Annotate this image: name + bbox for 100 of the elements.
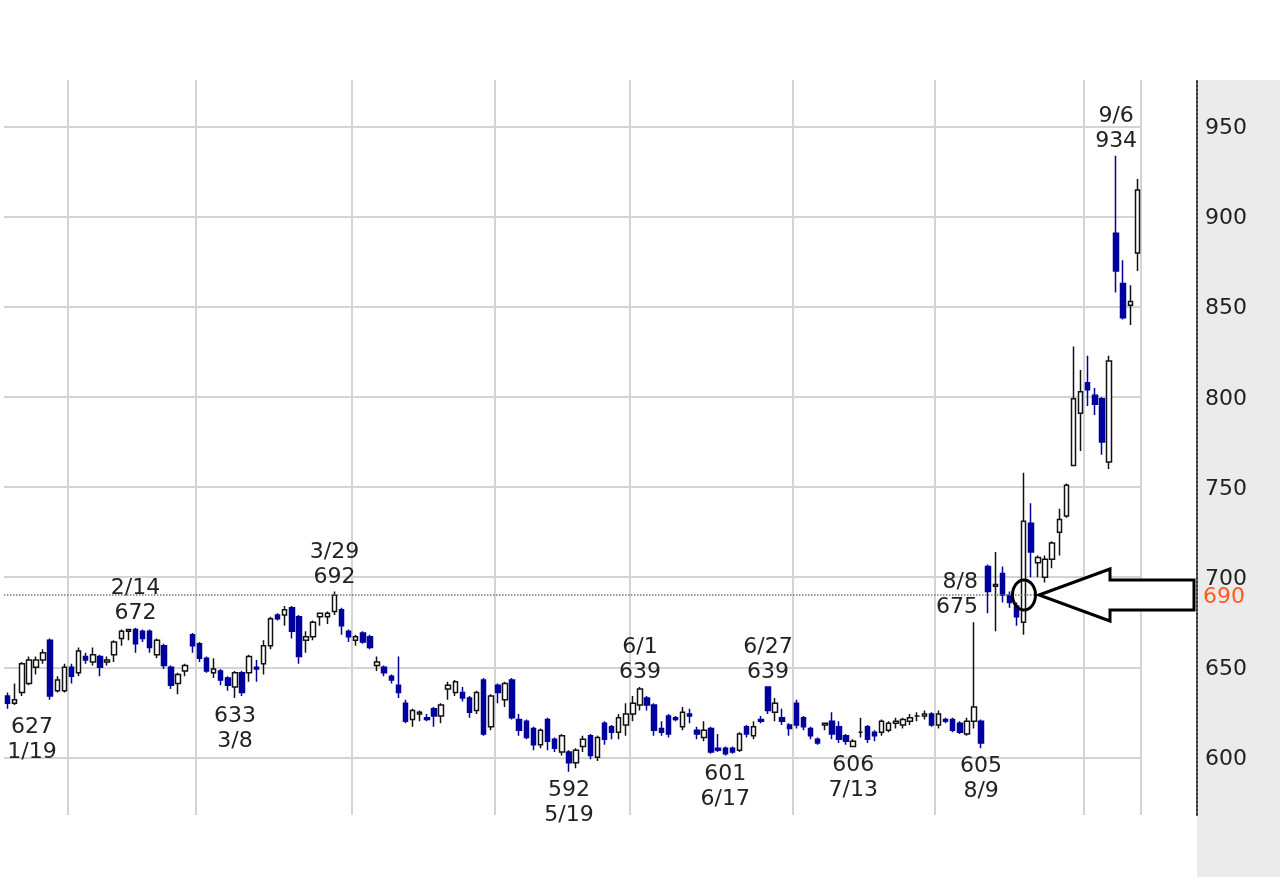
candlestick bbox=[1063, 482, 1070, 519]
candlestick bbox=[466, 695, 473, 719]
candlestick bbox=[146, 628, 153, 654]
candlestick bbox=[1077, 369, 1084, 452]
candlestick bbox=[324, 610, 331, 625]
candlestick bbox=[480, 677, 487, 737]
candlestick bbox=[281, 605, 288, 627]
candlestick bbox=[949, 716, 956, 733]
candlestick bbox=[913, 711, 921, 723]
candlestick bbox=[786, 722, 793, 737]
candlestick bbox=[388, 673, 395, 685]
candlestick bbox=[501, 680, 509, 708]
candlestick bbox=[743, 724, 750, 739]
annotation: 627 1/19 bbox=[7, 712, 57, 763]
candlestick bbox=[238, 670, 246, 697]
candlestick bbox=[984, 563, 992, 614]
candlestick bbox=[572, 747, 580, 769]
candlestick bbox=[444, 680, 452, 701]
candlestick bbox=[153, 637, 161, 660]
candlestick bbox=[89, 646, 97, 667]
candlestick bbox=[594, 734, 601, 762]
annotation: 605 8/9 bbox=[960, 752, 1003, 803]
candlestick bbox=[174, 671, 182, 696]
candlestick bbox=[82, 652, 89, 665]
candlestick bbox=[437, 702, 445, 724]
candlestick bbox=[750, 720, 757, 741]
candlestick bbox=[1070, 345, 1077, 467]
candlestick bbox=[693, 725, 701, 741]
candlestick bbox=[459, 686, 466, 703]
candlestick bbox=[125, 628, 132, 642]
candlestick bbox=[587, 733, 594, 760]
candlestick bbox=[551, 736, 558, 753]
candlestick bbox=[217, 668, 224, 687]
candlestick bbox=[1134, 178, 1141, 272]
annotation: 6/27 639 bbox=[743, 633, 793, 684]
annotation: 592 5/19 bbox=[544, 775, 594, 826]
candlestick bbox=[1084, 354, 1091, 407]
candlestick bbox=[515, 713, 523, 737]
y-tick-label: 750 bbox=[1205, 474, 1247, 500]
candlestick bbox=[54, 675, 61, 694]
annotation: 2/14 672 bbox=[110, 573, 161, 624]
candlestick bbox=[793, 698, 800, 730]
candlestick bbox=[579, 734, 587, 753]
candlestick bbox=[544, 716, 551, 751]
candlestick bbox=[4, 691, 11, 710]
candlestick bbox=[1127, 284, 1134, 326]
candlestick bbox=[956, 720, 964, 735]
candlestick bbox=[11, 682, 18, 706]
candlestick bbox=[487, 693, 495, 732]
candlestick bbox=[231, 670, 239, 699]
candlestick bbox=[338, 607, 345, 636]
candlestick bbox=[416, 709, 423, 723]
candlestick bbox=[771, 697, 779, 723]
candlestick bbox=[274, 612, 281, 622]
candlestick bbox=[160, 643, 168, 670]
candlestick bbox=[203, 655, 210, 674]
candlestick bbox=[196, 641, 203, 663]
candlestick bbox=[928, 711, 935, 728]
candlestick bbox=[352, 634, 359, 647]
candlestick bbox=[658, 720, 665, 737]
annotation: 601 6/17 bbox=[700, 759, 750, 810]
y-tick-label: 950 bbox=[1205, 114, 1247, 140]
y-tick-label: 650 bbox=[1205, 654, 1247, 680]
annotation: 9/6 934 bbox=[1095, 101, 1138, 152]
candlestick bbox=[409, 707, 416, 728]
candlestick bbox=[189, 632, 196, 654]
candlestick bbox=[757, 715, 765, 724]
candlestick bbox=[430, 706, 438, 728]
candlestick bbox=[423, 713, 431, 723]
candlestick bbox=[722, 745, 729, 757]
candlestick bbox=[729, 745, 736, 755]
candlestick bbox=[601, 720, 608, 746]
candlestick bbox=[316, 612, 324, 627]
candlestick bbox=[267, 616, 274, 651]
candlestick bbox=[864, 724, 871, 744]
candlestick bbox=[118, 628, 125, 647]
candlestick bbox=[345, 628, 352, 643]
candlestick bbox=[1119, 259, 1127, 321]
candlestick bbox=[508, 677, 516, 721]
candlestick bbox=[1105, 354, 1113, 470]
candlestick bbox=[96, 653, 104, 678]
annotation: 3/29 692 bbox=[309, 537, 360, 588]
candlestick bbox=[210, 657, 217, 679]
candlestick bbox=[103, 655, 111, 667]
candlestick bbox=[857, 716, 864, 739]
annotation: 8/8 675 bbox=[936, 568, 978, 619]
candlestick bbox=[245, 653, 253, 683]
candlestick bbox=[224, 675, 232, 692]
candlestick bbox=[530, 725, 537, 751]
candlestick bbox=[75, 646, 82, 678]
candlestick bbox=[878, 718, 885, 737]
candlestick bbox=[139, 628, 146, 643]
annotation: 633 3/8 bbox=[213, 701, 256, 752]
candlestick bbox=[395, 655, 402, 699]
candlestick bbox=[686, 707, 693, 724]
candlestick bbox=[821, 722, 829, 732]
annotation: 6/1 639 bbox=[619, 633, 662, 684]
candlestick bbox=[1027, 502, 1035, 578]
candlestick bbox=[110, 639, 118, 663]
candlestick bbox=[253, 659, 260, 683]
